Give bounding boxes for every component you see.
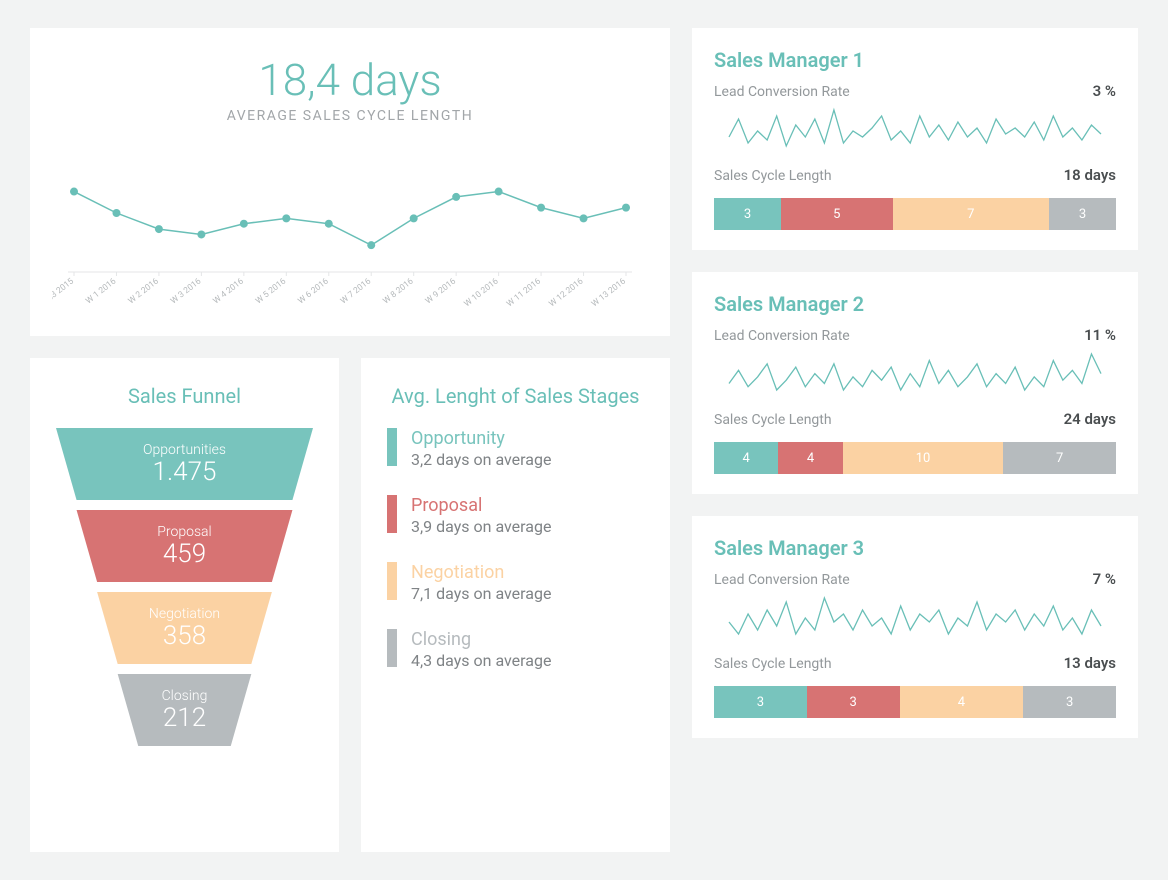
funnel-stage-value: 459 xyxy=(163,540,206,569)
svg-text:W 3 2016: W 3 2016 xyxy=(169,276,203,306)
hero-value: 18,4 days xyxy=(52,54,648,106)
svg-text:W 1 2016: W 1 2016 xyxy=(84,276,118,306)
sparkline-chart xyxy=(714,350,1116,394)
cycle-stacked-bar: 3573 xyxy=(714,198,1116,230)
conv-value: 3 % xyxy=(1093,82,1116,100)
manager-title: Sales Manager 2 xyxy=(714,292,1116,316)
cycle-value: 13 days xyxy=(1064,654,1116,672)
svg-text:W 11 2016: W 11 2016 xyxy=(505,276,543,309)
stage-avg: 7,1 days on average xyxy=(411,584,551,603)
funnel-chart: Opportunities1.475 Proposal459 Negotiation… xyxy=(52,428,317,746)
funnel-stage: Closing212 xyxy=(56,674,313,746)
svg-text:W 2 2016: W 2 2016 xyxy=(127,276,161,306)
sales-cycle-line-chart: W 53 2015 W 1 2016 W 2 2016 W 3 2016 W 4 201… xyxy=(52,142,648,312)
stage-item: Opportunity3,2 days on average xyxy=(383,428,648,469)
svg-text:W 7 2016: W 7 2016 xyxy=(339,276,373,306)
stage-item: Negotiation7,1 days on average xyxy=(383,562,648,603)
svg-text:W 13 2016: W 13 2016 xyxy=(590,276,628,309)
funnel-stage-label: Proposal xyxy=(157,524,211,540)
svg-text:W 10 2016: W 10 2016 xyxy=(462,276,500,309)
funnel-stage-value: 358 xyxy=(163,622,206,651)
manager-title: Sales Manager 3 xyxy=(714,536,1116,560)
conv-value: 11 % xyxy=(1084,326,1116,344)
funnel-stage: Proposal459 xyxy=(56,510,313,582)
stage-avg: 3,2 days on average xyxy=(411,450,551,469)
bar-segment: 7 xyxy=(1003,442,1116,474)
funnel-stage-label: Negotiation xyxy=(149,606,220,622)
stage-name: Closing xyxy=(411,629,551,650)
svg-text:W 5 2016: W 5 2016 xyxy=(254,276,288,306)
cycle-stacked-bar: 3343 xyxy=(714,686,1116,718)
bar-segment: 3 xyxy=(1049,198,1116,230)
stage-color-tick xyxy=(387,428,397,466)
funnel-stage-value: 1.475 xyxy=(153,458,217,487)
funnel-stage-label: Opportunities xyxy=(143,442,226,458)
stage-name: Negotiation xyxy=(411,562,551,583)
bar-segment: 3 xyxy=(1023,686,1116,718)
bar-segment: 5 xyxy=(781,198,893,230)
hero-subtitle: AVERAGE SALES CYCLE LENGTH xyxy=(52,108,648,124)
cycle-label: Sales Cycle Length xyxy=(714,412,832,428)
bar-segment: 10 xyxy=(843,442,1004,474)
cycle-stacked-bar: 44107 xyxy=(714,442,1116,474)
svg-text:W 12 2016: W 12 2016 xyxy=(547,276,585,309)
stages-title: Avg. Lenght of Sales Stages xyxy=(383,384,648,408)
bar-segment: 7 xyxy=(893,198,1049,230)
conv-label: Lead Conversion Rate xyxy=(714,84,850,100)
cycle-value: 24 days xyxy=(1064,410,1116,428)
bar-segment: 4 xyxy=(714,442,778,474)
bar-segment: 3 xyxy=(714,686,807,718)
bar-segment: 4 xyxy=(778,442,842,474)
stage-item: Proposal3,9 days on average xyxy=(383,495,648,536)
svg-text:W 8 2016: W 8 2016 xyxy=(381,276,415,306)
funnel-title: Sales Funnel xyxy=(52,384,317,408)
stage-name: Proposal xyxy=(411,495,551,516)
manager-card: Sales Manager 2 Lead Conversion Rate 11 % S… xyxy=(692,272,1138,494)
bar-segment: 3 xyxy=(714,198,781,230)
svg-text:W 4 2016: W 4 2016 xyxy=(211,276,245,306)
stage-color-tick xyxy=(387,629,397,667)
stage-name: Opportunity xyxy=(411,428,551,449)
manager-title: Sales Manager 1 xyxy=(714,48,1116,72)
sales-funnel-card: Sales Funnel Opportunities1.475 Proposal4… xyxy=(30,358,339,852)
stages-list: Opportunity3,2 days on averageProposal3,… xyxy=(383,428,648,670)
svg-text:W 6 2016: W 6 2016 xyxy=(296,276,330,306)
funnel-stage: Negotiation358 xyxy=(56,592,313,664)
stage-color-tick xyxy=(387,562,397,600)
stage-color-tick xyxy=(387,495,397,533)
cycle-value: 18 days xyxy=(1064,166,1116,184)
avg-stages-card: Avg. Lenght of Sales Stages Opportunity3… xyxy=(361,358,670,852)
funnel-stage-value: 212 xyxy=(163,704,206,733)
stage-item: Closing4,3 days on average xyxy=(383,629,648,670)
svg-text:W 9 2016: W 9 2016 xyxy=(424,276,458,306)
conv-label: Lead Conversion Rate xyxy=(714,328,850,344)
manager-card: Sales Manager 1 Lead Conversion Rate 3 % Sa… xyxy=(692,28,1138,250)
conv-label: Lead Conversion Rate xyxy=(714,572,850,588)
sparkline-chart xyxy=(714,106,1116,150)
svg-text:W 53 2015: W 53 2015 xyxy=(52,276,76,309)
cycle-label: Sales Cycle Length xyxy=(714,168,832,184)
conv-value: 7 % xyxy=(1093,570,1116,588)
stage-avg: 3,9 days on average xyxy=(411,517,551,536)
funnel-stage: Opportunities1.475 xyxy=(56,428,313,500)
funnel-stage-label: Closing xyxy=(162,688,208,704)
manager-card: Sales Manager 3 Lead Conversion Rate 7 % Sa… xyxy=(692,516,1138,738)
sparkline-chart xyxy=(714,594,1116,638)
bar-segment: 4 xyxy=(900,686,1024,718)
stage-avg: 4,3 days on average xyxy=(411,651,551,670)
avg-sales-cycle-card: 18,4 days AVERAGE SALES CYCLE LENGTH W 5… xyxy=(30,28,670,336)
bar-segment: 3 xyxy=(807,686,900,718)
cycle-label: Sales Cycle Length xyxy=(714,656,832,672)
